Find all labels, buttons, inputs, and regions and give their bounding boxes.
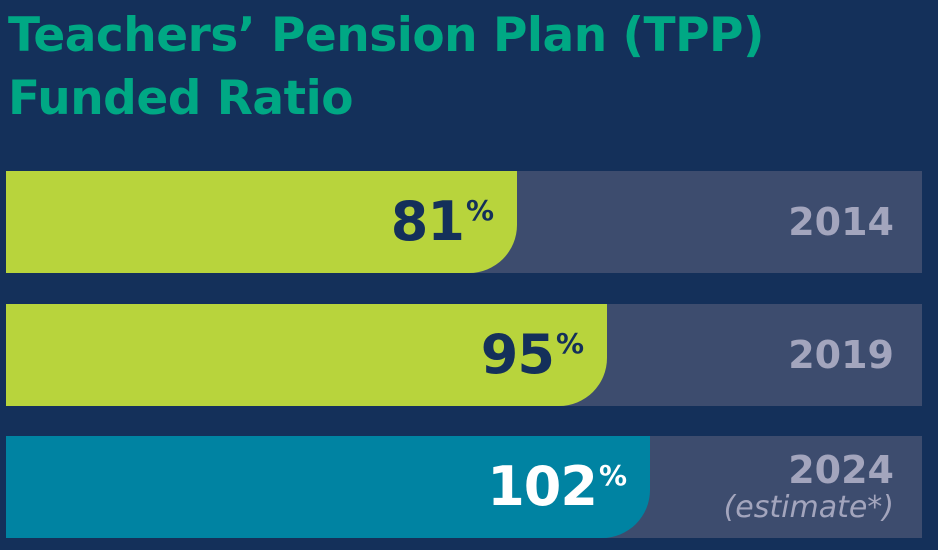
bar-label-2024: 2024 (estimate*) bbox=[724, 436, 894, 538]
bar-value-2019: 95% bbox=[480, 323, 584, 386]
title-line-2: Funded Ratio bbox=[8, 71, 353, 126]
bar-row-2024: 102% 2024 (estimate*) bbox=[6, 436, 922, 538]
estimate-note: (estimate*) bbox=[723, 489, 894, 525]
bar-label-2014: 2014 bbox=[788, 171, 894, 273]
value-number: 81 bbox=[390, 190, 465, 253]
bar-row-2019: 95% 2019 bbox=[6, 304, 922, 406]
chart-title: Teachers’ Pension Plan (TPP) Funded Rati… bbox=[8, 4, 764, 130]
bar-value-2024: 102% bbox=[487, 455, 627, 518]
year-label: 2014 bbox=[788, 200, 894, 244]
year-label: 2019 bbox=[788, 333, 894, 377]
bar-fill-2024: 102% bbox=[6, 436, 650, 538]
percent-sign: % bbox=[598, 459, 627, 492]
percent-sign: % bbox=[465, 194, 494, 227]
year-label: 2024 bbox=[788, 447, 894, 492]
value-number: 102 bbox=[487, 455, 598, 518]
title-line-1: Teachers’ Pension Plan (TPP) bbox=[8, 8, 764, 63]
value-number: 95 bbox=[480, 323, 555, 386]
bar-label-2019: 2019 bbox=[788, 304, 894, 406]
bar-fill-2019: 95% bbox=[6, 304, 607, 406]
bar-fill-2014: 81% bbox=[6, 171, 517, 273]
bar-row-2014: 81% 2014 bbox=[6, 171, 922, 273]
bar-value-2014: 81% bbox=[390, 190, 494, 253]
percent-sign: % bbox=[555, 327, 584, 360]
